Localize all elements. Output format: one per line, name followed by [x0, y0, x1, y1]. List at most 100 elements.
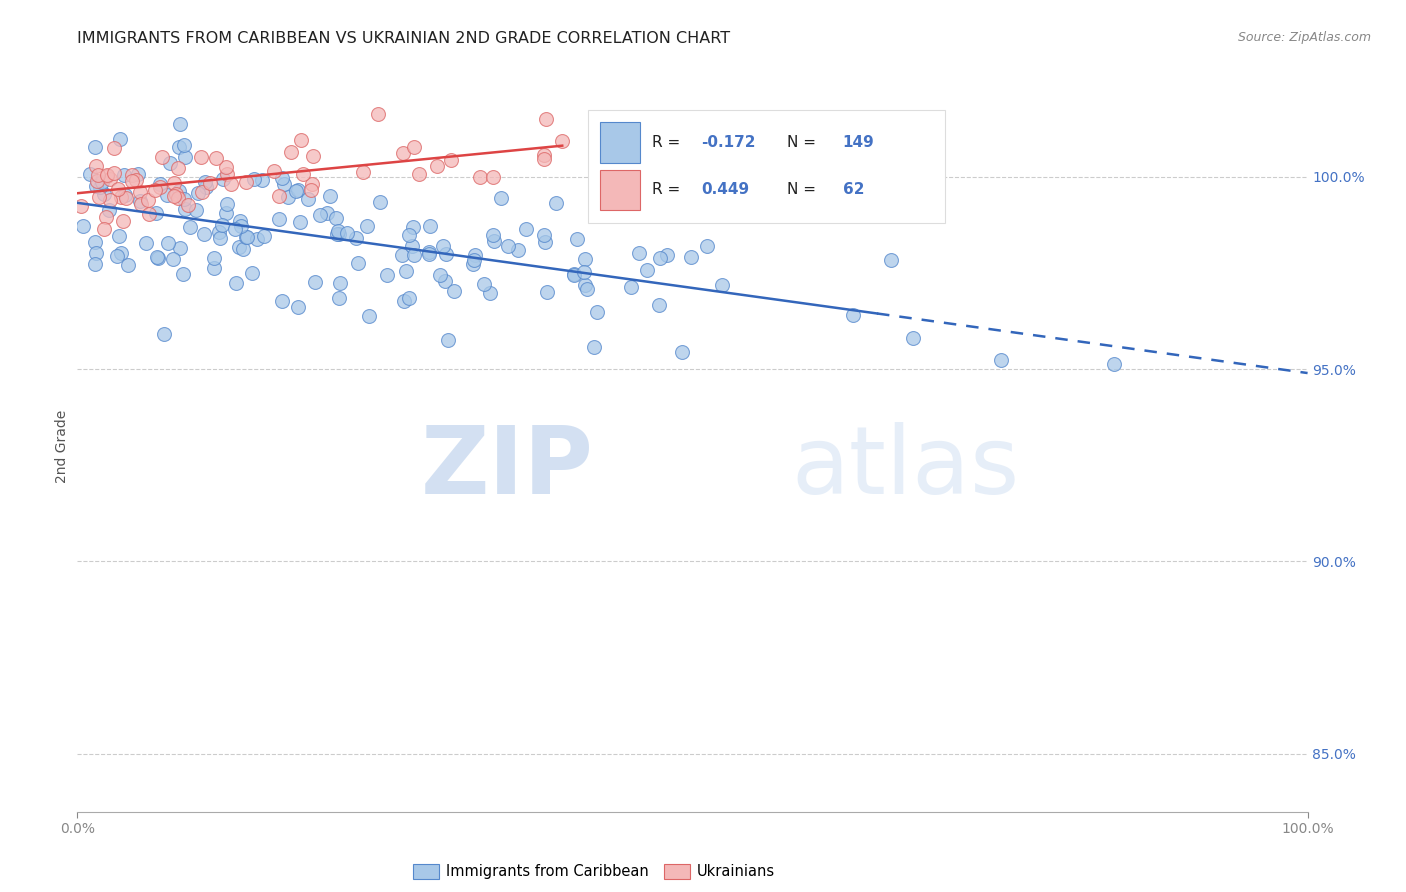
Point	[648, 297, 671, 311]
Point	[229, 219, 252, 233]
Point	[114, 188, 136, 202]
Point	[96, 168, 118, 182]
Point	[402, 248, 425, 262]
Point	[284, 185, 307, 199]
Point	[419, 219, 441, 233]
Point	[250, 173, 273, 187]
Point	[418, 247, 440, 261]
Point	[135, 236, 157, 251]
Point	[308, 208, 330, 222]
Point	[515, 222, 537, 236]
Point	[86, 174, 108, 188]
Point	[304, 276, 326, 290]
Point	[89, 179, 111, 194]
Point	[229, 214, 252, 228]
Point	[173, 192, 195, 206]
Point	[208, 231, 231, 245]
Point	[288, 214, 311, 228]
Point	[211, 218, 233, 232]
Point	[72, 219, 94, 233]
Point	[194, 175, 217, 189]
Point	[628, 246, 651, 260]
FancyBboxPatch shape	[600, 169, 640, 211]
Point	[125, 173, 148, 187]
Point	[94, 210, 117, 224]
Point	[404, 140, 426, 154]
Point	[325, 211, 347, 225]
Legend: Immigrants from Caribbean, Ukrainians: Immigrants from Caribbean, Ukrainians	[406, 858, 782, 885]
Point	[235, 175, 257, 189]
Text: -0.172: -0.172	[702, 135, 755, 150]
Point	[316, 206, 339, 220]
Point	[463, 253, 485, 268]
Point	[620, 280, 643, 294]
Point	[370, 195, 392, 210]
Point	[269, 211, 291, 226]
Point	[461, 257, 484, 271]
Point	[401, 239, 423, 253]
Point	[301, 178, 323, 192]
Point	[90, 175, 112, 189]
Point	[84, 235, 107, 249]
Point	[440, 153, 463, 167]
Text: R =: R =	[652, 135, 685, 150]
Point	[437, 334, 460, 348]
Point	[205, 151, 228, 165]
Point	[127, 167, 149, 181]
Point	[402, 220, 425, 235]
Point	[110, 246, 132, 260]
Text: 62: 62	[842, 183, 865, 197]
Point	[166, 191, 188, 205]
Point	[533, 152, 555, 166]
Point	[508, 243, 530, 257]
Text: R =: R =	[652, 183, 685, 197]
Point	[232, 243, 254, 257]
Point	[105, 249, 128, 263]
Point	[533, 227, 555, 242]
Point	[212, 172, 235, 186]
Point	[117, 258, 139, 272]
Point	[194, 180, 217, 194]
Point	[586, 305, 609, 319]
Point	[165, 186, 187, 201]
Text: N =: N =	[787, 183, 821, 197]
Point	[215, 196, 238, 211]
Point	[901, 331, 924, 345]
Point	[710, 278, 733, 293]
Point	[138, 207, 160, 221]
Point	[398, 228, 420, 243]
Point	[84, 257, 107, 271]
Point	[352, 165, 374, 179]
Point	[84, 246, 107, 260]
Point	[328, 227, 350, 241]
Point	[655, 248, 678, 262]
Point	[1102, 357, 1125, 371]
Point	[574, 278, 596, 293]
Point	[159, 156, 181, 170]
Point	[433, 274, 456, 288]
Point	[202, 260, 225, 275]
Point	[302, 149, 325, 163]
Point	[533, 235, 555, 249]
Point	[328, 224, 350, 238]
Point	[470, 169, 492, 184]
Point	[336, 226, 359, 240]
Point	[696, 239, 718, 253]
Point	[167, 185, 190, 199]
Point	[243, 172, 266, 186]
Point	[186, 203, 208, 218]
Point	[648, 251, 671, 265]
Point	[273, 177, 295, 191]
Point	[167, 140, 190, 154]
Point	[481, 170, 503, 185]
Point	[472, 277, 495, 292]
Point	[533, 148, 555, 162]
Point	[193, 227, 215, 242]
Point	[162, 252, 184, 266]
Text: 0.449: 0.449	[702, 183, 749, 197]
Text: N =: N =	[787, 135, 821, 150]
Point	[146, 250, 169, 264]
Point	[356, 219, 378, 233]
FancyBboxPatch shape	[588, 110, 945, 223]
Point	[574, 252, 596, 267]
